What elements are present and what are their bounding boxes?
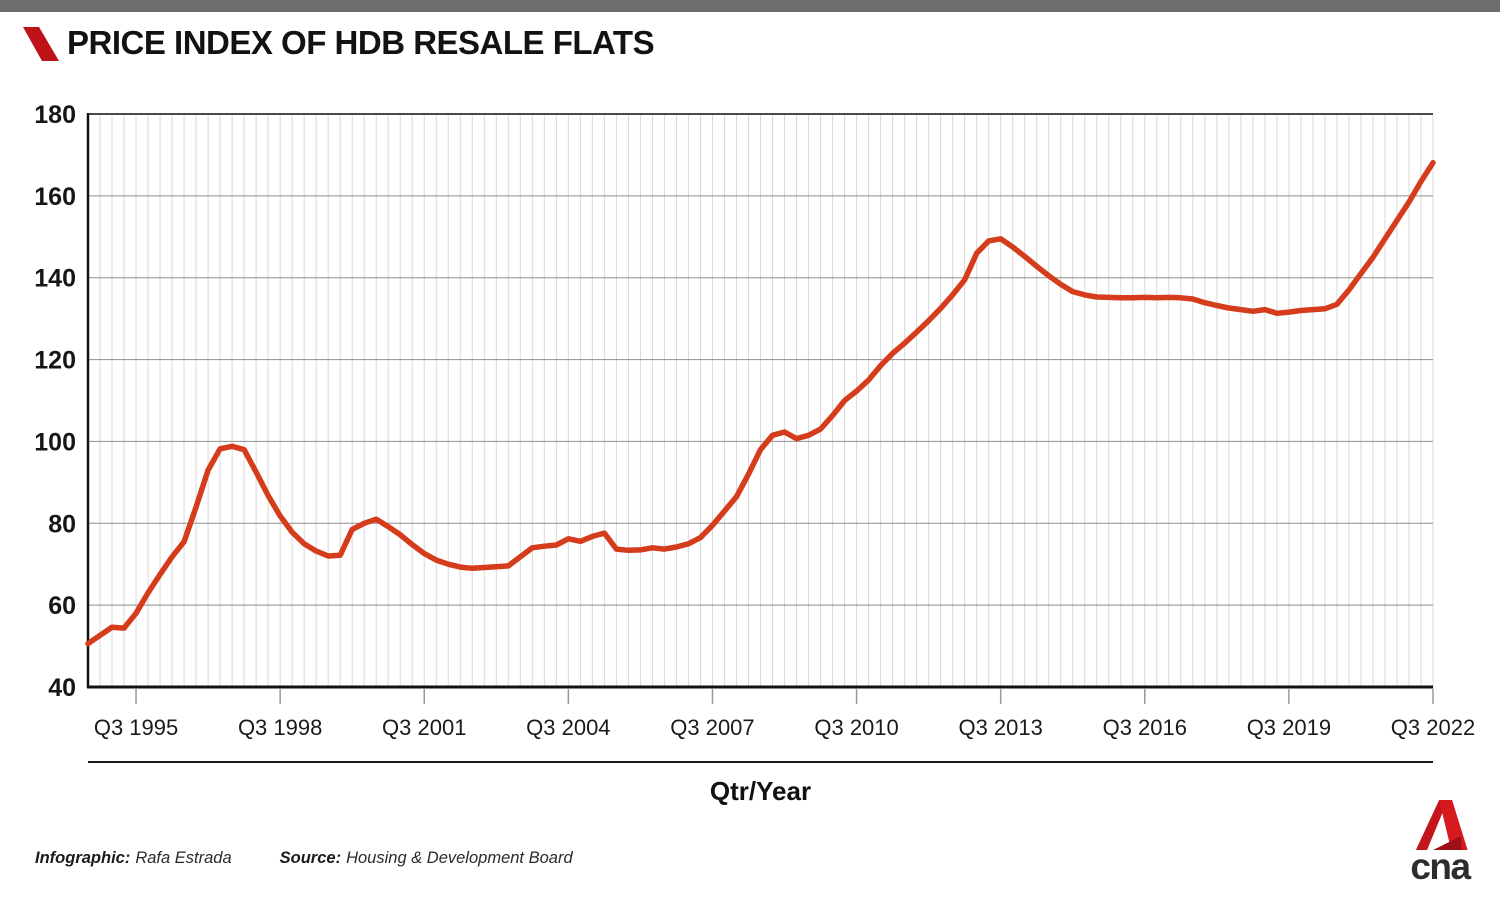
y-tick-label: 160	[34, 183, 76, 211]
y-tick-label: 180	[34, 101, 76, 129]
y-tick-label: 120	[34, 347, 76, 375]
x-tick-label: Q3 2007	[670, 715, 754, 740]
y-tick-label: 40	[48, 674, 76, 702]
x-tick-label: Q3 2004	[526, 715, 610, 740]
cna-logo-mark-icon	[1415, 800, 1468, 850]
x-tick-label: Q3 1995	[94, 715, 178, 740]
infographic-value: Rafa Estrada	[135, 849, 232, 867]
cna-logo-text: cna	[1410, 846, 1471, 887]
source-credit: Source: Housing & Development Board	[280, 849, 573, 868]
x-tick-label: Q3 2016	[1103, 715, 1187, 740]
x-tick-label: Q3 1998	[238, 715, 322, 740]
y-tick-label: 60	[48, 592, 76, 620]
x-tick-label: Q3 2001	[382, 715, 466, 740]
x-tick-label: Q3 2022	[1391, 715, 1475, 740]
chart-header: PRICE INDEX OF HDB RESALE FLATS	[22, 24, 655, 62]
cna-logo: cna	[1404, 800, 1476, 886]
y-tick-label: 140	[34, 265, 76, 293]
infographic-credit: Infographic: Rafa Estrada	[35, 849, 232, 868]
credits-footer: Infographic: Rafa Estrada Source: Housing …	[35, 849, 573, 868]
x-tick-label: Q3 2013	[958, 715, 1042, 740]
price-index-line	[85, 159, 1436, 647]
x-tick-label: Q3 2010	[814, 715, 898, 740]
source-value: Housing & Development Board	[346, 849, 573, 867]
y-tick-label: 80	[48, 510, 76, 538]
x-axis-title: Qtr/Year	[710, 776, 811, 806]
infographic-label: Infographic:	[35, 849, 131, 867]
y-tick-label: 100	[34, 428, 76, 456]
x-tick-label: Q3 2019	[1247, 715, 1331, 740]
top-gray-bar	[0, 0, 1500, 12]
page-title: PRICE INDEX OF HDB RESALE FLATS	[67, 24, 655, 61]
cna-red-slash-icon	[23, 27, 59, 61]
source-label: Source:	[279, 849, 342, 867]
